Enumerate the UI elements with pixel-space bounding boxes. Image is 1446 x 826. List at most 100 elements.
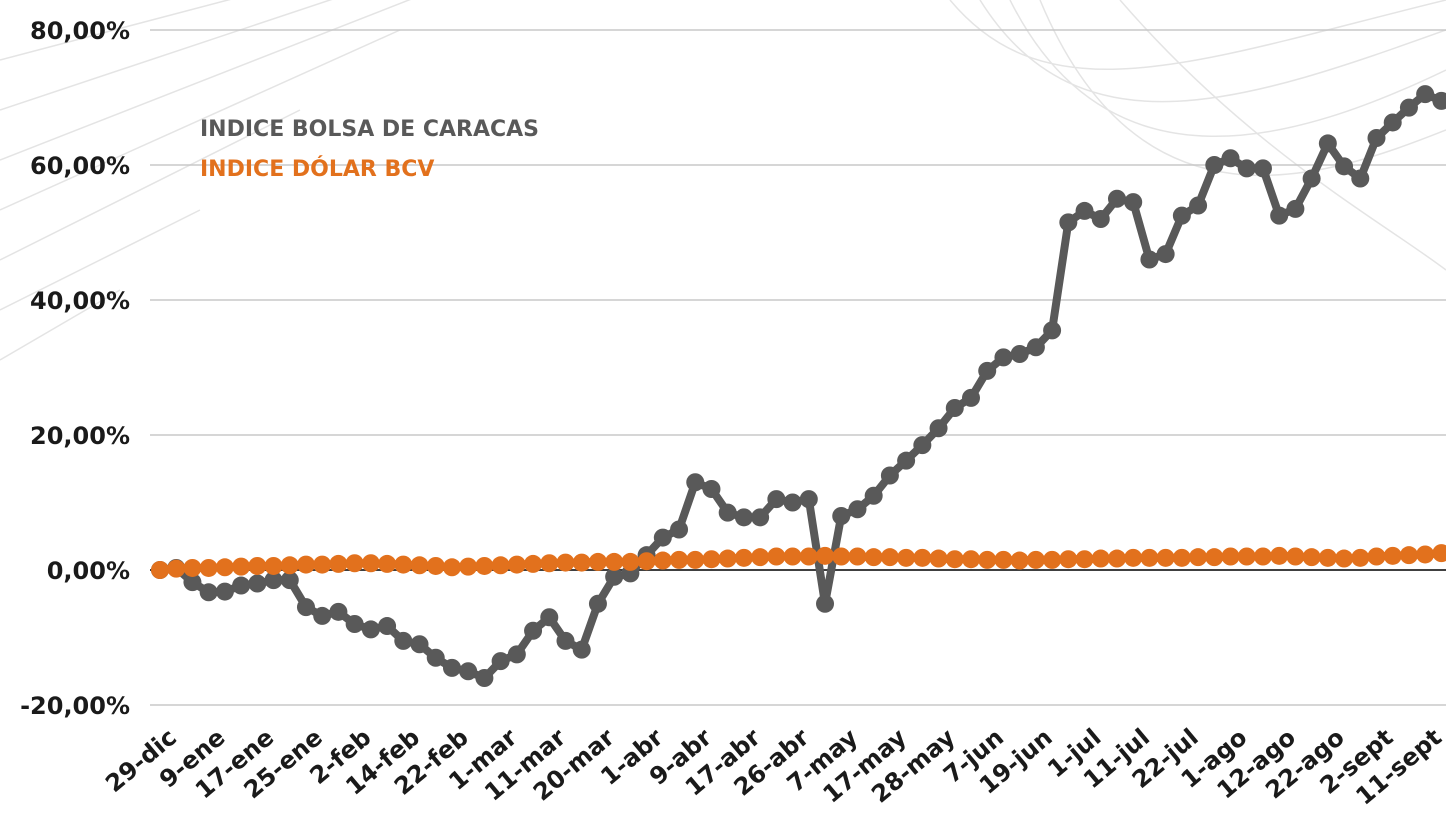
data-point bbox=[880, 466, 899, 485]
data-point bbox=[897, 548, 916, 567]
data-point bbox=[572, 640, 591, 659]
data-point bbox=[962, 388, 980, 407]
data-point bbox=[1318, 548, 1337, 567]
data-point bbox=[280, 571, 299, 590]
data-point bbox=[1318, 134, 1337, 153]
legend-entry: INDICE DÓLAR BCV bbox=[200, 156, 434, 182]
data-point bbox=[540, 554, 559, 573]
data-point bbox=[1432, 91, 1446, 110]
background-decoration bbox=[0, 0, 1446, 361]
data-point bbox=[151, 561, 169, 579]
data-point bbox=[621, 552, 640, 571]
data-point bbox=[313, 555, 332, 574]
data-point bbox=[767, 490, 786, 509]
data-point bbox=[1172, 548, 1191, 567]
data-point bbox=[1156, 245, 1175, 264]
data-point bbox=[248, 574, 267, 593]
data-point bbox=[1416, 85, 1435, 104]
data-point bbox=[1253, 159, 1272, 178]
data-point bbox=[378, 617, 397, 636]
data-point bbox=[897, 451, 916, 470]
data-point bbox=[1059, 550, 1078, 569]
data-point bbox=[1124, 193, 1143, 212]
data-point bbox=[1383, 546, 1402, 565]
data-point bbox=[832, 507, 851, 525]
data-point bbox=[734, 548, 753, 567]
data-point bbox=[1075, 550, 1094, 569]
data-point bbox=[264, 571, 283, 590]
data-point bbox=[1156, 548, 1175, 567]
data-point bbox=[215, 558, 234, 577]
data-point bbox=[767, 547, 786, 566]
data-point bbox=[296, 598, 315, 617]
data-point bbox=[426, 556, 445, 575]
data-point bbox=[1351, 548, 1370, 567]
data-point bbox=[913, 548, 932, 567]
data-point bbox=[994, 348, 1013, 367]
data-point bbox=[1221, 149, 1240, 168]
data-point bbox=[248, 556, 267, 575]
data-point bbox=[296, 555, 315, 574]
data-point bbox=[718, 503, 737, 522]
series-lines bbox=[151, 85, 1446, 687]
data-point bbox=[1302, 548, 1321, 567]
data-point bbox=[994, 550, 1013, 569]
data-point bbox=[1399, 98, 1418, 117]
data-point bbox=[1140, 250, 1159, 269]
data-point bbox=[702, 480, 721, 498]
data-point bbox=[1010, 551, 1029, 570]
data-point bbox=[718, 549, 737, 568]
data-point bbox=[816, 594, 835, 613]
data-point bbox=[1205, 548, 1224, 567]
y-tick-label: 20,00% bbox=[30, 422, 130, 450]
data-point bbox=[329, 554, 348, 573]
data-point bbox=[751, 508, 770, 527]
data-point bbox=[832, 547, 851, 566]
data-point bbox=[491, 652, 510, 671]
data-point bbox=[1286, 547, 1305, 566]
data-point bbox=[1205, 156, 1224, 174]
data-point bbox=[280, 556, 299, 575]
data-point bbox=[1286, 199, 1305, 218]
data-point bbox=[1091, 210, 1110, 228]
data-point bbox=[475, 556, 494, 575]
data-point bbox=[394, 631, 413, 650]
data-point bbox=[913, 436, 932, 455]
data-point bbox=[1124, 548, 1143, 567]
data-point bbox=[945, 399, 964, 417]
data-point bbox=[329, 602, 348, 621]
data-point bbox=[410, 556, 429, 575]
data-point bbox=[1059, 213, 1078, 232]
data-point bbox=[313, 606, 332, 625]
data-point bbox=[264, 556, 283, 575]
data-point bbox=[1399, 546, 1418, 565]
data-point bbox=[1367, 129, 1386, 147]
data-point bbox=[183, 558, 202, 577]
data-point bbox=[1367, 547, 1386, 566]
data-point bbox=[361, 620, 380, 639]
data-point bbox=[1043, 550, 1062, 569]
data-point bbox=[929, 549, 948, 568]
data-point bbox=[734, 508, 753, 527]
data-point bbox=[653, 528, 672, 547]
data-point bbox=[507, 645, 526, 664]
data-point bbox=[929, 419, 948, 438]
data-point bbox=[378, 554, 397, 573]
data-point bbox=[783, 493, 802, 512]
data-point bbox=[183, 573, 202, 592]
data-point bbox=[215, 582, 234, 601]
data-point bbox=[686, 473, 705, 492]
y-tick-label: 80,00% bbox=[30, 17, 130, 45]
data-point bbox=[799, 547, 818, 566]
data-point bbox=[1383, 113, 1402, 132]
data-point bbox=[459, 557, 478, 576]
data-point bbox=[799, 490, 818, 509]
y-tick-label: 60,00% bbox=[30, 152, 130, 180]
data-point bbox=[1091, 549, 1110, 568]
data-point bbox=[670, 550, 689, 569]
data-point bbox=[199, 558, 218, 577]
data-point bbox=[945, 550, 964, 569]
data-point bbox=[605, 567, 624, 586]
data-point bbox=[702, 550, 721, 569]
